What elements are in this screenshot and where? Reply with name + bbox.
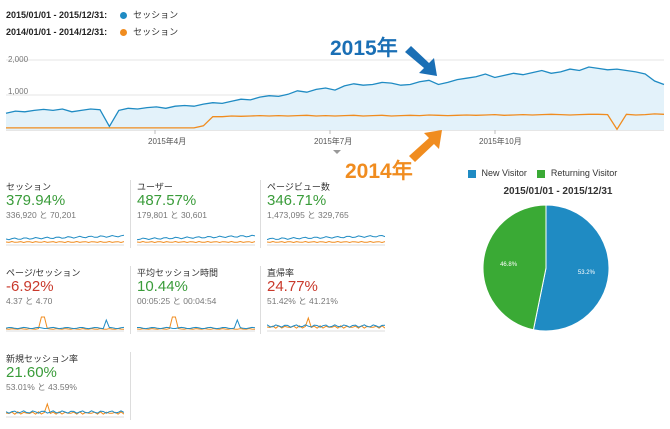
metric-compare: 51.42% と 41.21% <box>267 296 338 306</box>
sparkline-2015 <box>137 318 255 330</box>
legend-2014: 2014/01/01 - 2014/12/31: セッション <box>6 25 178 38</box>
chart-resize-handle[interactable] <box>333 150 341 154</box>
metric-compare: 1,473,095 と 329,765 <box>267 210 349 220</box>
visitor-pie-chart[interactable]: 53.2% 46.8% <box>478 204 614 334</box>
metric-value: 346.71% <box>267 192 327 209</box>
sessions-line-chart[interactable] <box>0 52 670 162</box>
pie-slice-label: 46.8% <box>500 262 518 268</box>
series-line-2015[interactable] <box>5 66 665 128</box>
metric-compare: 00:05:25 と 00:04:54 <box>137 296 217 306</box>
sparkline-2014 <box>6 240 124 244</box>
metric-value: -6.92% <box>6 278 54 295</box>
metric-value: 379.94% <box>6 192 66 209</box>
metric-compare: 4.37 と 4.70 <box>6 296 53 306</box>
legend-swatch-icon <box>468 169 476 178</box>
sparkline-2014 <box>137 240 255 244</box>
metric-name: ユーザー <box>137 182 173 192</box>
metric-sessions[interactable]: セッション 379.94% 336,920 と 70,201 <box>6 180 124 252</box>
metric-name: セッション <box>6 182 52 192</box>
sparkline-2015 <box>6 234 124 241</box>
metric-name: ページ/セッション <box>6 268 81 278</box>
sparkline-2014 <box>6 316 124 330</box>
metric-value: 10.44% <box>137 278 188 295</box>
metric-sparkline <box>267 316 385 332</box>
pie-slice-new-visitor[interactable] <box>532 204 610 332</box>
y-tick-label: 1,000 <box>8 87 29 96</box>
metric-users[interactable]: ユーザー 487.57% 179,801 と 30,601 <box>137 180 255 252</box>
legend-series-name: セッション <box>133 10 179 20</box>
sparkline-2015 <box>267 234 385 241</box>
x-tick-label: 2015年10月 <box>479 137 522 146</box>
metric-pageviews[interactable]: ページビュー数 346.71% 1,473,095 と 329,765 <box>267 180 385 252</box>
annotation-2015: 2015年 <box>330 37 398 60</box>
x-tick-label: 2015年7月 <box>314 137 353 146</box>
metric-sparkline <box>6 234 124 246</box>
metric-name: 直帰率 <box>267 268 295 278</box>
metric-value: 24.77% <box>267 278 318 295</box>
legend-swatch-icon <box>537 169 546 178</box>
metric-name: 平均セッション時間 <box>137 268 219 278</box>
metric-sparkline <box>6 316 124 332</box>
divider <box>130 180 131 248</box>
x-tick-label: 2015年4月 <box>148 137 187 146</box>
series-line-2014[interactable] <box>6 113 665 131</box>
sparkline-2015 <box>6 410 124 414</box>
metric-compare: 53.01% と 43.59% <box>6 382 77 392</box>
metric-value: 21.60% <box>6 364 57 381</box>
metric-new-session-rate[interactable]: 新規セッション率 21.60% 53.01% と 43.59% <box>6 352 124 424</box>
series-dot-icon <box>119 29 127 37</box>
sparkline-2015 <box>137 234 255 241</box>
metric-bounce-rate[interactable]: 直帰率 24.77% 51.42% と 41.21% <box>267 266 385 338</box>
metric-compare: 179,801 と 30,601 <box>137 210 207 220</box>
metric-sparkline <box>267 234 385 246</box>
legend-range: 2015/01/01 - 2015/12/31: <box>6 10 108 20</box>
metric-compare: 336,920 と 70,201 <box>6 210 76 220</box>
divider <box>260 180 261 248</box>
pie-title: 2015/01/01 - 2015/12/31 <box>503 186 613 197</box>
sparkline-2014 <box>267 316 385 329</box>
sparkline-2015 <box>267 324 385 328</box>
metric-sparkline <box>137 316 255 332</box>
divider <box>260 266 261 334</box>
metric-value: 487.57% <box>137 192 197 209</box>
y-tick-label: 2,000 <box>8 55 29 64</box>
metric-sparkline <box>137 234 255 246</box>
pie-legend-label: Returning Visitor <box>550 168 618 178</box>
arrow-2015-icon <box>405 46 437 76</box>
pie-slice-label: 53.2% <box>578 270 596 276</box>
metric-name: ページビュー数 <box>267 182 330 192</box>
legend-series-name: セッション <box>133 27 179 37</box>
divider <box>130 266 131 334</box>
annotation-2014: 2014年 <box>345 160 413 183</box>
legend-range: 2014/01/01 - 2014/12/31: <box>6 27 108 37</box>
series-dot-icon <box>119 12 127 20</box>
arrow-2014-icon <box>409 130 442 162</box>
metric-avg-session-duration[interactable]: 平均セッション時間 10.44% 00:05:25 と 00:04:54 <box>137 266 255 338</box>
pie-slice-returning-visitor[interactable] <box>482 204 547 331</box>
sparkline-2014 <box>137 316 255 330</box>
pie-legend-label: New Visitor <box>481 168 527 178</box>
metric-name: 新規セッション率 <box>6 354 79 364</box>
sparkline-2015 <box>6 318 124 330</box>
legend-2015: 2015/01/01 - 2015/12/31: セッション <box>6 8 178 21</box>
metric-pages-per-session[interactable]: ページ/セッション -6.92% 4.37 と 4.70 <box>6 266 124 338</box>
pie-legend: New Visitor Returning Visitor <box>468 168 617 178</box>
series-area-2015 <box>6 67 664 130</box>
metric-sparkline <box>6 402 124 418</box>
divider <box>130 352 131 420</box>
sparkline-2014 <box>267 240 385 244</box>
